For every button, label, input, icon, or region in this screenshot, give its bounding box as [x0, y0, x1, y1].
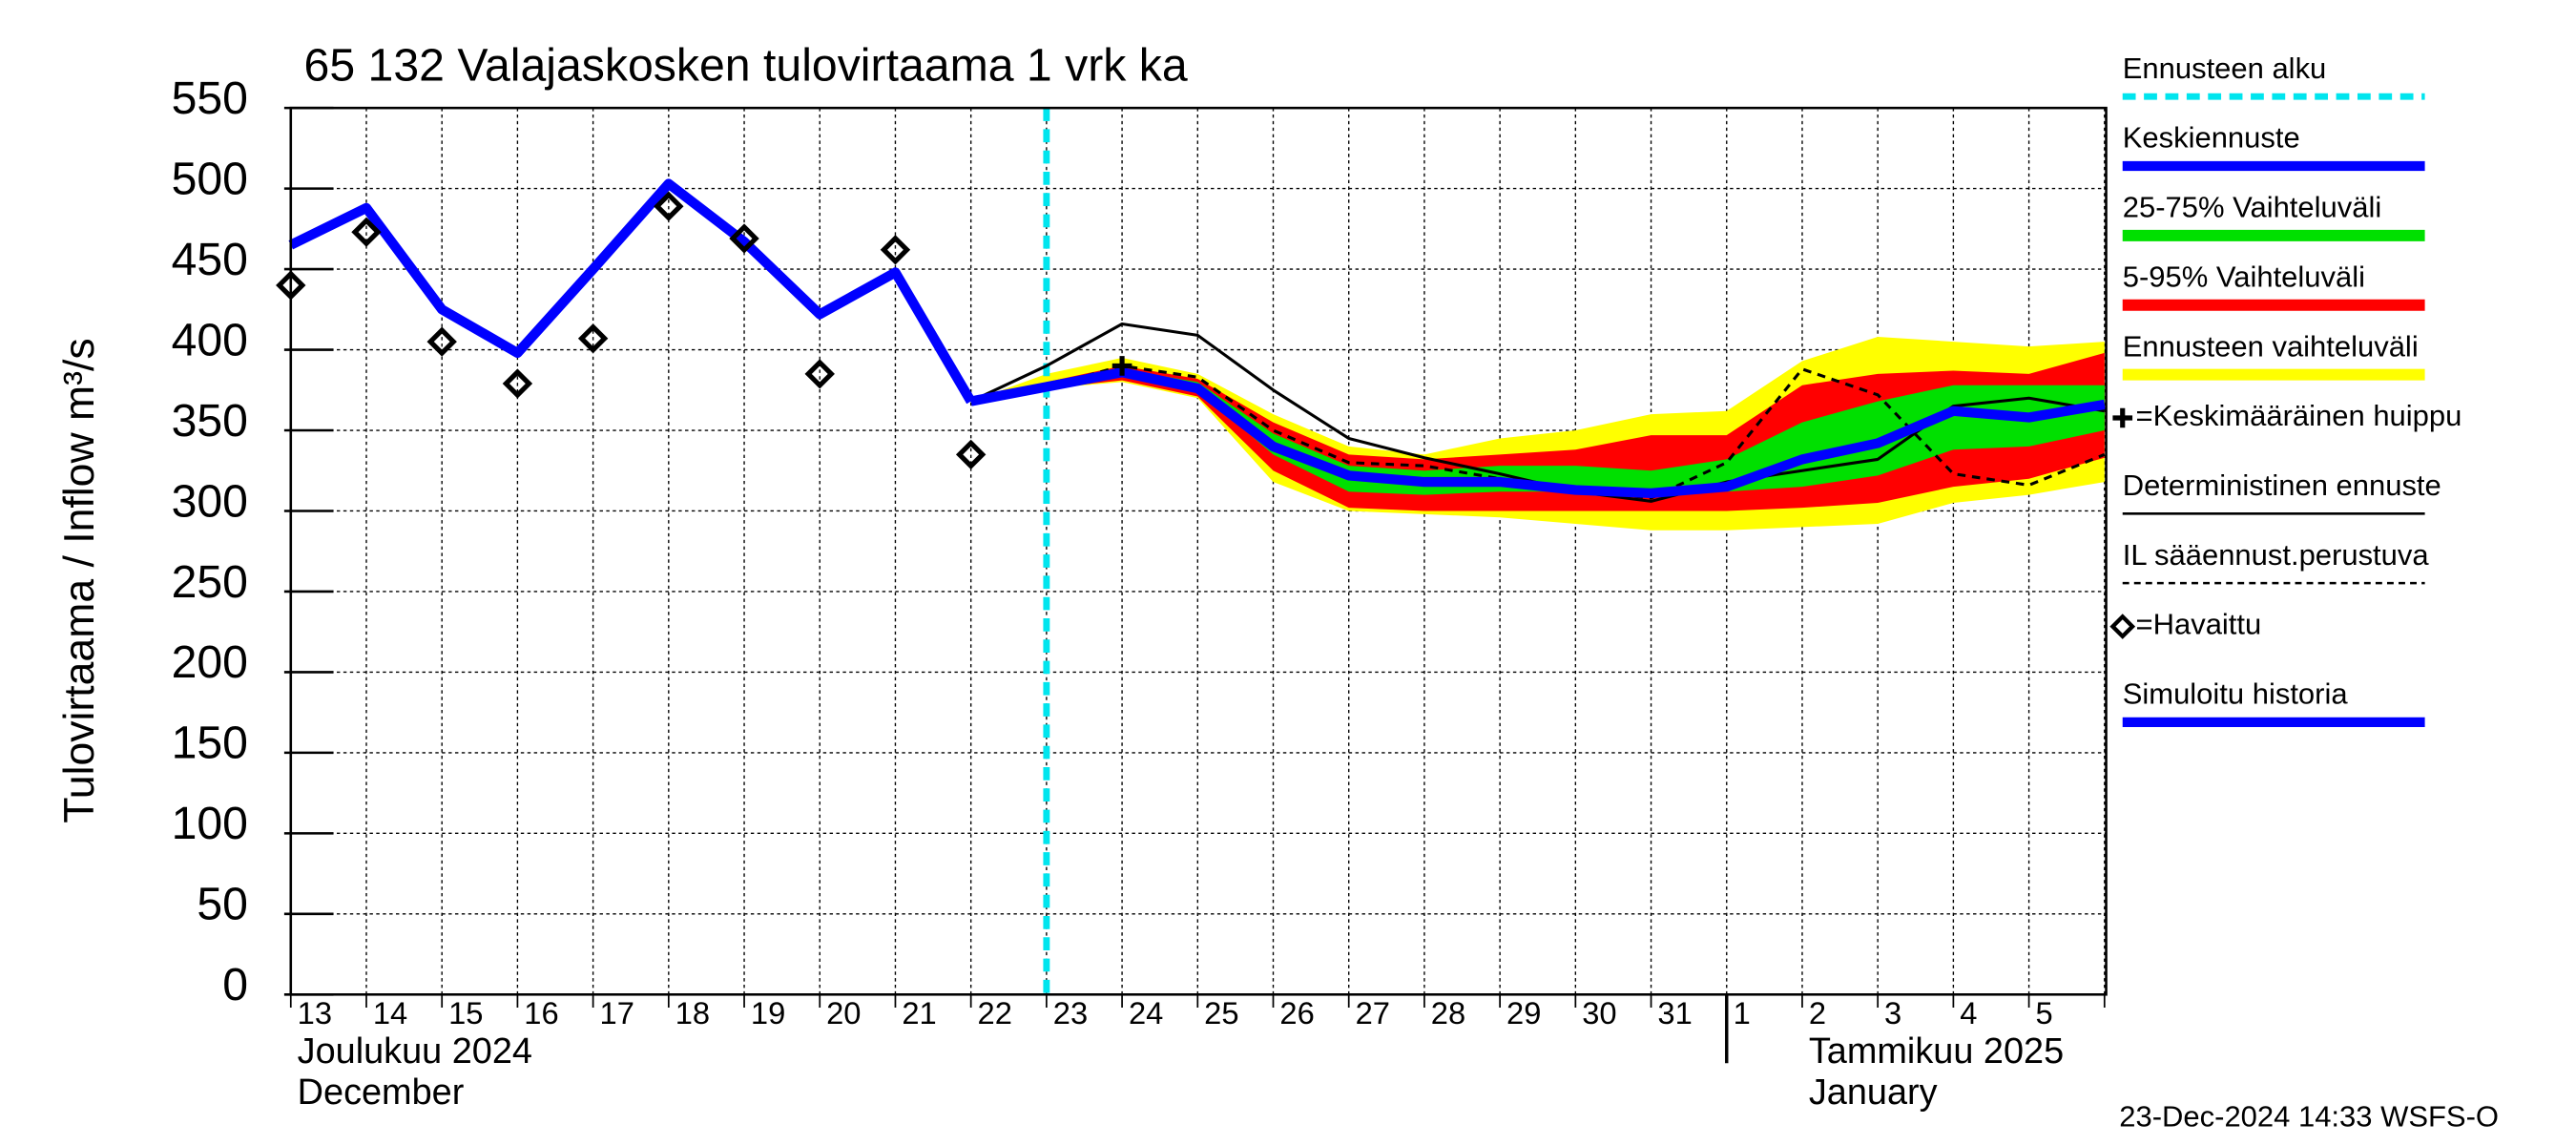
peak-marker: [1111, 356, 1132, 376]
legend: Ennusteen alku Keskiennuste 25-75% Vaihtel…: [2109, 52, 2462, 727]
y-tick-label: 100: [172, 798, 248, 849]
x-tick-label: 5: [2035, 995, 2052, 1030]
legend-item: =Keskimääräinen huippu: [2112, 399, 2462, 432]
observed-marker: [351, 217, 382, 247]
legend-item: Simuloitu historia: [2123, 677, 2425, 727]
legend-label: Ennusteen alku: [2123, 52, 2327, 85]
x-tick-label: 28: [1431, 995, 1465, 1030]
x-tick-label: 31: [1657, 995, 1692, 1030]
x-tick-label: 25: [1204, 995, 1238, 1030]
y-tick-label: 50: [197, 879, 248, 930]
month-label: Tammikuu 2025: [1809, 1031, 2064, 1072]
y-tick-label: 250: [172, 556, 248, 608]
band-area: [970, 368, 2105, 495]
x-tick-label: 13: [298, 995, 332, 1030]
observed-marker: [654, 191, 684, 221]
legend-label: =Keskimääräinen huippu: [2136, 399, 2462, 432]
series-line: [969, 367, 2106, 499]
x-tick-label: 24: [1129, 995, 1163, 1030]
legend-item: Deterministinen ennuste: [2123, 468, 2441, 515]
legend-item: Ennusteen alku: [2123, 52, 2425, 100]
legend-label: Keskiennuste: [2123, 121, 2300, 155]
y-axis-label: Tulovirtaama / Inflow m³/s: [56, 338, 103, 822]
observed-marker: [804, 359, 835, 389]
legend-label: 5-95% Vaihteluväli: [2123, 260, 2365, 294]
legend-swatch: [2112, 407, 2133, 428]
month-label: Joulukuu 2024: [298, 1031, 532, 1072]
y-tick-label: 500: [172, 154, 248, 205]
observed-marker: [955, 439, 987, 469]
x-tick-label: 2: [1809, 995, 1826, 1030]
x-tick-label: 14: [373, 995, 407, 1030]
y-tick-label: 0: [222, 959, 248, 1010]
legend-item: Ennusteen vaihteluväli: [2123, 329, 2425, 381]
y-tick-label: 350: [172, 395, 248, 447]
legend-label: Ennusteen vaihteluväli: [2123, 329, 2419, 363]
x-tick-label: 17: [600, 995, 634, 1030]
x-tick-label: 26: [1279, 995, 1314, 1030]
x-tick-label: 21: [902, 995, 936, 1030]
legend-swatch: [2109, 614, 2136, 639]
legend-label: 25-75% Vaihteluväli: [2123, 191, 2381, 224]
legend-item: IL sääennust.perustuva: [2123, 538, 2430, 585]
x-tick-label: 15: [448, 995, 483, 1030]
plot-area: 13 14 15 16 17 18 19 20 21 22 23 24 25 26 27 28 29 30 31 1 2…: [172, 73, 2108, 1113]
y-tick-label: 450: [172, 234, 248, 285]
x-tick-label: 20: [826, 995, 861, 1030]
x-tick-label: 30: [1582, 995, 1616, 1030]
observed-marker: [502, 368, 533, 399]
x-tick-label: 3: [1884, 995, 1901, 1030]
y-tick-label: 550: [172, 73, 248, 124]
legend-item: 25-75% Vaihteluväli: [2123, 191, 2425, 241]
legend-item: 5-95% Vaihteluväli: [2123, 260, 2425, 311]
legend-item: =Havaittu: [2109, 608, 2262, 641]
x-tick-label: 23: [1053, 995, 1088, 1030]
legend-label: Deterministinen ennuste: [2123, 468, 2441, 502]
plot-frame: [289, 106, 2108, 996]
observed-marker: [729, 223, 759, 254]
x-tick-label: 16: [524, 995, 558, 1030]
x-tick-label: 19: [751, 995, 785, 1030]
legend-label: IL sääennust.perustuva: [2123, 538, 2430, 572]
y-tick-label: 150: [172, 718, 248, 769]
x-tick-label: 4: [1960, 995, 1977, 1030]
chart-title: 65 132 Valajaskosken tulovirtaama 1 vrk …: [304, 40, 1188, 92]
legend-item: Keskiennuste: [2123, 121, 2425, 172]
y-tick-label: 300: [172, 475, 248, 527]
y-tick-label: 200: [172, 636, 248, 688]
legend-label: =Havaittu: [2136, 608, 2262, 641]
y-tick-label: 400: [172, 314, 248, 365]
timestamp: 23-Dec-2024 14:33 WSFS-O: [2119, 1100, 2499, 1134]
x-tick-label: 22: [978, 995, 1012, 1030]
month-label: December: [298, 1072, 465, 1113]
observed-marker: [426, 326, 457, 357]
x-tick-label: 29: [1506, 995, 1541, 1030]
month-label: January: [1809, 1072, 1938, 1113]
observed-marker: [577, 323, 609, 354]
legend-label: Simuloitu historia: [2123, 677, 2349, 711]
x-tick-label: 18: [675, 995, 710, 1030]
series-line: [288, 178, 976, 405]
x-tick-label: 1: [1734, 995, 1751, 1030]
x-tick-label: 27: [1356, 995, 1390, 1030]
observed-marker: [880, 235, 911, 265]
